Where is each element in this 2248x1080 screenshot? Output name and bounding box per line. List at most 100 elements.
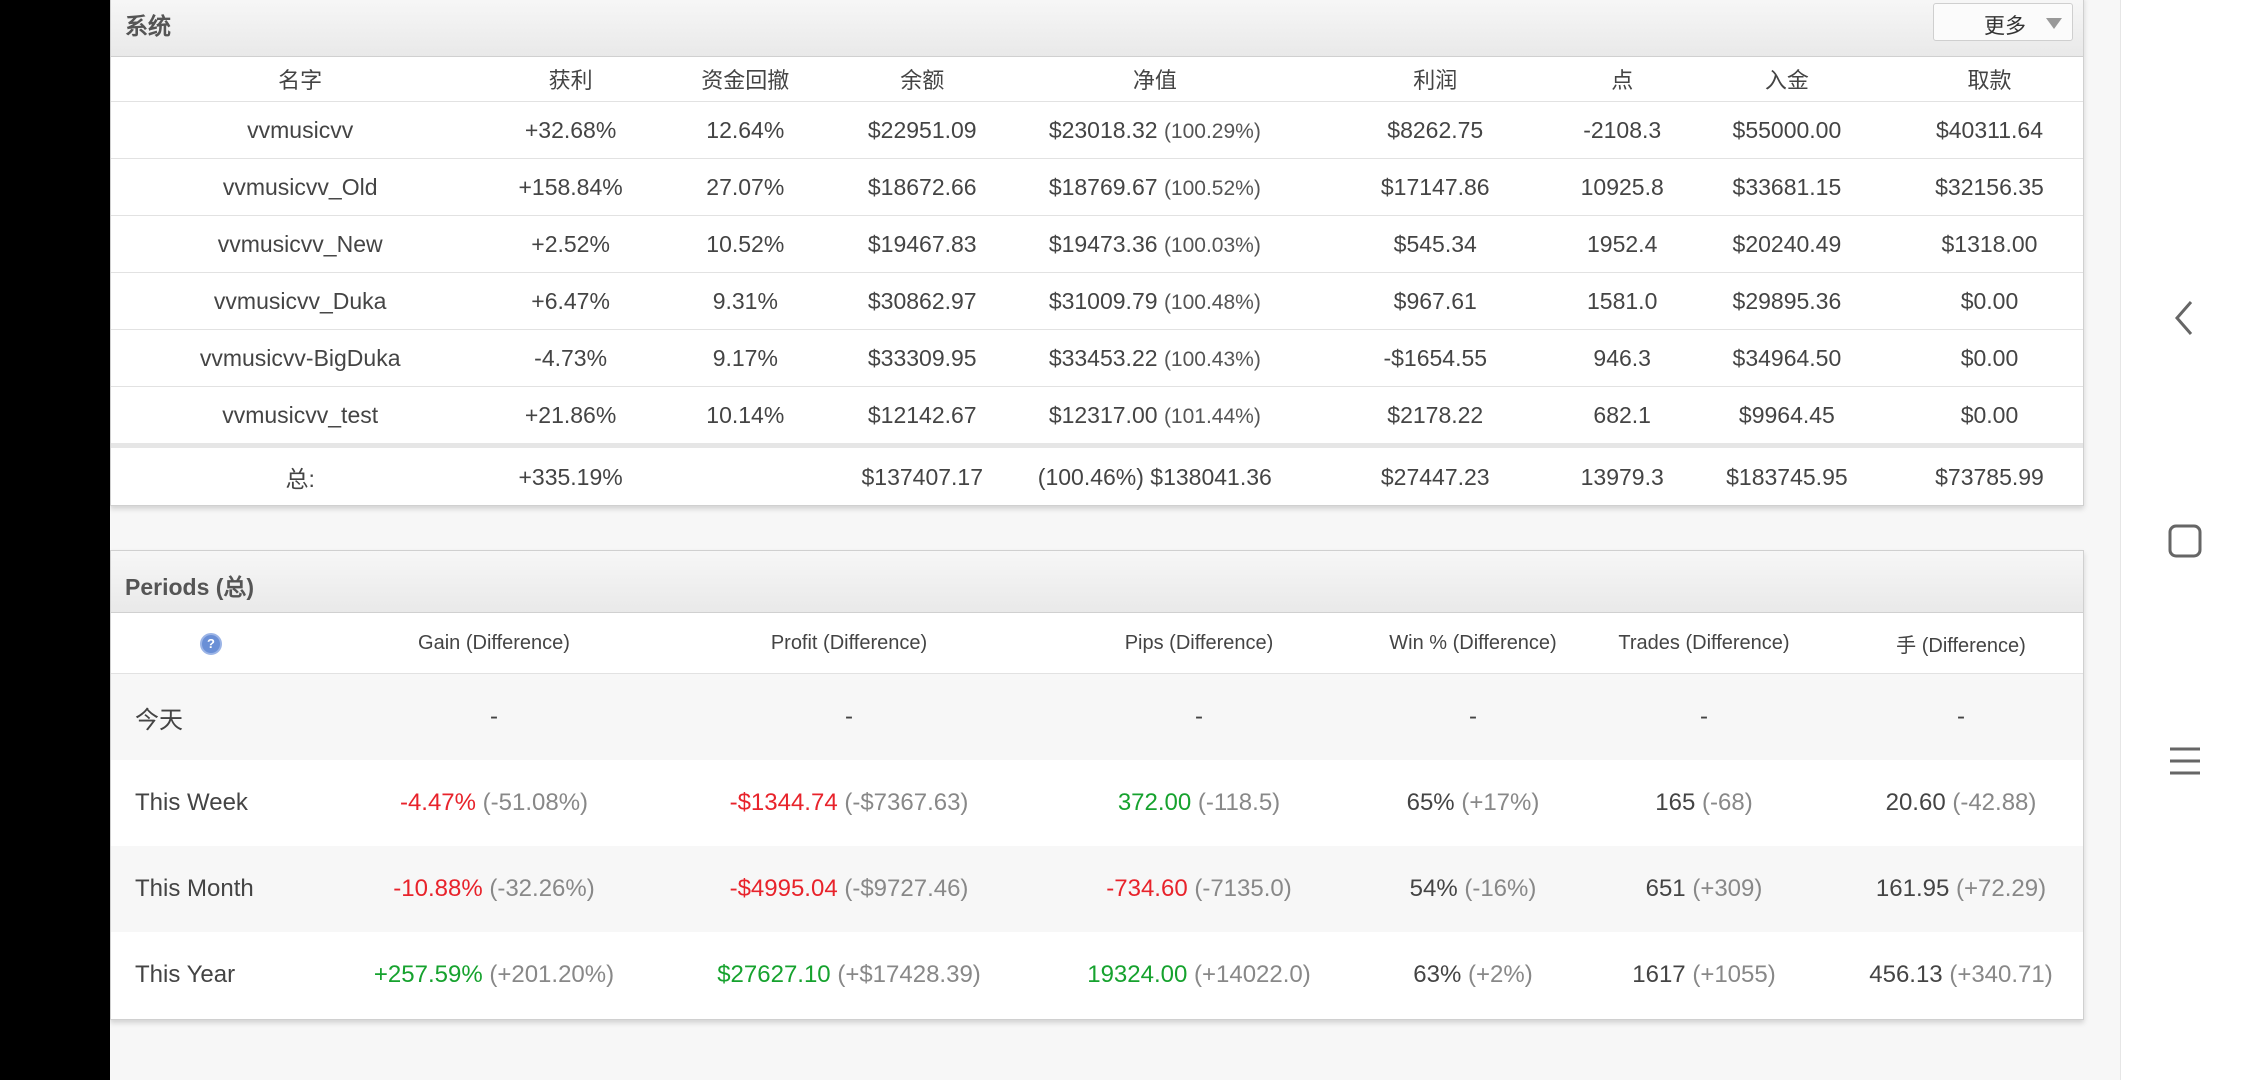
period-gain-cell: -10.88% (-32.26%) <box>311 846 677 932</box>
period-win-cell: 63% (+2%) <box>1377 932 1569 1018</box>
systems-row[interactable]: vvmusicvv_New +2.52% 10.52% $19467.83 $19473… <box>111 215 2083 273</box>
period-trades-value: - <box>1700 703 1708 730</box>
main-content: 系统 更多 名字 获利 资金回撤 余额 净值 利润 点 入金 <box>110 0 2120 1080</box>
system-balance: $33309.95 <box>838 329 1006 387</box>
recents-button[interactable] <box>2121 523 2248 559</box>
col-equity[interactable]: 净值 <box>1005 57 1304 102</box>
periods-header-row: ? Gain (Difference) Profit (Difference) … <box>111 613 2083 674</box>
period-row: This Week -4.47% (-51.08%) -$1344.74 (-$73… <box>111 760 2083 846</box>
system-equity-cell: $19473.36 (100.03%) <box>1005 215 1304 273</box>
system-equity-pct: (100.03%) <box>1163 233 1261 257</box>
system-equity-pct: (100.29%) <box>1163 119 1261 143</box>
system-profit: $2178.22 <box>1303 386 1567 446</box>
systems-panel: 系统 更多 名字 获利 资金回撤 余额 净值 利润 点 入金 <box>110 0 2084 506</box>
system-withdrawals: $0.00 <box>1895 272 2083 330</box>
period-trades-cell: 651 (+309) <box>1569 846 1839 932</box>
system-profit: $967.61 <box>1303 272 1567 330</box>
col-balance[interactable]: 余额 <box>838 57 1006 102</box>
periods-panel-header: Periods (总) <box>111 551 2083 613</box>
period-profit-difference: (-$9727.46) <box>844 875 969 902</box>
system-deposits: $33681.15 <box>1677 158 1896 216</box>
system-deposits: $9964.45 <box>1677 386 1896 446</box>
period-trades-cell: 165 (-68) <box>1569 760 1839 846</box>
system-deposits: $29895.36 <box>1677 272 1896 330</box>
system-name[interactable]: vvmusicvv_Duka <box>111 272 490 330</box>
period-trades-cell: 1617 (+1055) <box>1569 932 1839 1018</box>
periods-panel: Periods (总) ? Gain (Difference) Profit (… <box>110 550 2084 1020</box>
col-win-diff: Win % (Difference) <box>1377 613 1569 674</box>
system-gain: +32.68% <box>489 101 652 159</box>
systems-row[interactable]: vvmusicvv_test +21.86% 10.14% $12142.67 $123… <box>111 386 2083 446</box>
period-pips-cell: -734.60 (-7135.0) <box>1021 846 1377 932</box>
col-deposits[interactable]: 入金 <box>1677 57 1896 102</box>
hamburger-icon <box>2170 747 2200 775</box>
system-drawdown: 9.17% <box>651 329 839 387</box>
col-pips[interactable]: 点 <box>1566 57 1678 102</box>
period-profit-value: -$4995.04 <box>729 875 838 902</box>
period-win-value: 54% <box>1409 875 1458 902</box>
col-drawdown[interactable]: 资金回撤 <box>651 57 839 102</box>
period-gain-value: -10.88% <box>393 875 483 902</box>
dropdown-arrow-icon <box>2046 18 2062 29</box>
period-profit-difference: (-$7367.63) <box>844 789 969 816</box>
system-drawdown: 27.07% <box>651 158 839 216</box>
help-icon[interactable]: ? <box>200 633 222 655</box>
period-trades-difference: (+1055) <box>1692 961 1776 988</box>
system-profit: -$1654.55 <box>1303 329 1567 387</box>
system-balance: $18672.66 <box>838 158 1006 216</box>
period-win-difference: (+2%) <box>1468 961 1533 988</box>
system-gain: +21.86% <box>489 386 652 446</box>
system-withdrawals: $0.00 <box>1895 329 2083 387</box>
system-equity: $31009.79 <box>1048 287 1158 314</box>
period-profit-value: -$1344.74 <box>729 789 838 816</box>
more-dropdown-button[interactable]: 更多 <box>1933 3 2073 41</box>
col-profit[interactable]: 利润 <box>1303 57 1567 102</box>
period-lots-cell: 20.60 (-42.88) <box>1839 760 2083 846</box>
system-gain: +158.84% <box>489 158 652 216</box>
system-name[interactable]: vvmusicvv_New <box>111 215 490 273</box>
system-equity-pct: (100.43%) <box>1163 347 1261 371</box>
system-name[interactable]: vvmusicvv_test <box>111 386 490 446</box>
system-deposits: $55000.00 <box>1677 101 1896 159</box>
period-lots-difference: (+72.29) <box>1956 875 2047 902</box>
system-deposits: $20240.49 <box>1677 215 1896 273</box>
period-pips-difference: (+14022.0) <box>1194 961 1311 988</box>
period-lots-value: 20.60 <box>1885 789 1946 816</box>
period-gain-difference: (-51.08%) <box>482 789 589 816</box>
system-balance: $12142.67 <box>838 386 1006 446</box>
system-pips: 946.3 <box>1566 329 1678 387</box>
period-lots-value: 161.95 <box>1875 875 1950 902</box>
period-profit-value: $27627.10 <box>717 961 831 988</box>
period-gain-difference: (+201.20%) <box>489 961 615 988</box>
period-lots-value: - <box>1957 703 1965 730</box>
period-profit-value: - <box>845 703 853 730</box>
android-nav-bar <box>2120 0 2248 1080</box>
systems-row[interactable]: vvmusicvv-BigDuka -4.73% 9.17% $33309.95 $33… <box>111 329 2083 387</box>
system-name[interactable]: vvmusicvv-BigDuka <box>111 329 490 387</box>
period-trades-value: 1617 <box>1632 961 1686 988</box>
system-name[interactable]: vvmusicvv <box>111 101 490 159</box>
period-pips-value: 19324.00 <box>1087 961 1188 988</box>
period-label: This Year <box>111 932 311 1018</box>
total-label: 总: <box>111 443 490 506</box>
period-row: 今天 - - - - - - <box>111 673 2083 760</box>
period-lots-value: 456.13 <box>1869 961 1943 988</box>
period-label: This Month <box>111 846 311 932</box>
back-chevron-icon <box>2175 301 2193 335</box>
period-gain-difference: (-32.26%) <box>489 875 595 902</box>
col-gain[interactable]: 获利 <box>489 57 652 102</box>
total-deposits: $183745.95 <box>1677 443 1896 506</box>
total-equity: (100.46%) $138041.36 <box>1005 443 1304 506</box>
system-profit: $17147.86 <box>1303 158 1567 216</box>
system-name[interactable]: vvmusicvv_Old <box>111 158 490 216</box>
col-withdrawals[interactable]: 取款 <box>1895 57 2083 102</box>
period-gain-cell: - <box>311 673 677 760</box>
systems-row[interactable]: vvmusicvv +32.68% 12.64% $22951.09 $23018.32… <box>111 101 2083 159</box>
period-trades-value: 165 <box>1655 789 1696 816</box>
systems-row[interactable]: vvmusicvv_Duka +6.47% 9.31% $30862.97 $31009… <box>111 272 2083 330</box>
systems-row[interactable]: vvmusicvv_Old +158.84% 27.07% $18672.66 $187… <box>111 158 2083 216</box>
back-button[interactable] <box>2121 298 2248 338</box>
menu-button[interactable] <box>2121 745 2248 777</box>
system-equity-pct: (101.44%) <box>1163 404 1261 428</box>
col-name[interactable]: 名字 <box>111 57 490 102</box>
